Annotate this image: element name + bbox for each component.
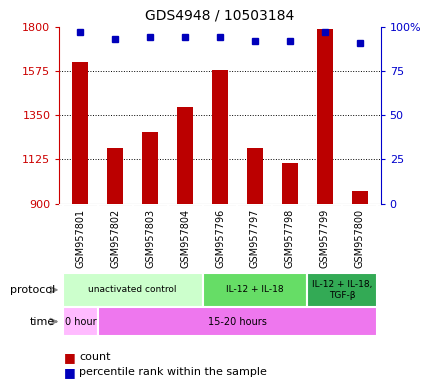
Text: GSM957804: GSM957804	[180, 209, 190, 268]
Text: GSM957800: GSM957800	[355, 209, 365, 268]
Bar	[142, 132, 158, 204]
Text: IL-12 + IL-18: IL-12 + IL-18	[226, 285, 284, 295]
Text: count: count	[79, 352, 111, 362]
Bar	[247, 147, 263, 204]
Text: GSM957803: GSM957803	[145, 209, 155, 268]
Bar	[202, 273, 307, 307]
Text: unactivated control: unactivated control	[88, 285, 177, 295]
Text: time: time	[30, 316, 55, 327]
Text: IL-12 + IL-18,
TGF-β: IL-12 + IL-18, TGF-β	[312, 280, 372, 300]
Text: ■: ■	[64, 366, 76, 379]
Text: GSM957797: GSM957797	[250, 209, 260, 268]
Bar	[317, 29, 333, 204]
Bar	[212, 70, 228, 204]
Bar	[352, 191, 367, 204]
Text: percentile rank within the sample: percentile rank within the sample	[79, 367, 267, 377]
Text: GSM957802: GSM957802	[110, 209, 120, 268]
Text: GSM957798: GSM957798	[285, 209, 295, 268]
Text: GSM957801: GSM957801	[75, 209, 85, 268]
Text: GSM957799: GSM957799	[320, 209, 330, 268]
Text: 15-20 hours: 15-20 hours	[208, 316, 267, 327]
Bar	[307, 273, 377, 307]
Text: protocol: protocol	[10, 285, 55, 295]
Bar	[63, 273, 202, 307]
Text: GSM957796: GSM957796	[215, 209, 225, 268]
Bar	[107, 147, 123, 204]
Bar	[282, 163, 298, 204]
Text: ■: ■	[64, 351, 76, 364]
Bar	[177, 108, 193, 204]
Bar	[63, 307, 98, 336]
Bar	[98, 307, 377, 336]
Text: 0 hour: 0 hour	[65, 316, 96, 327]
Bar	[73, 62, 88, 204]
Title: GDS4948 / 10503184: GDS4948 / 10503184	[145, 9, 295, 23]
